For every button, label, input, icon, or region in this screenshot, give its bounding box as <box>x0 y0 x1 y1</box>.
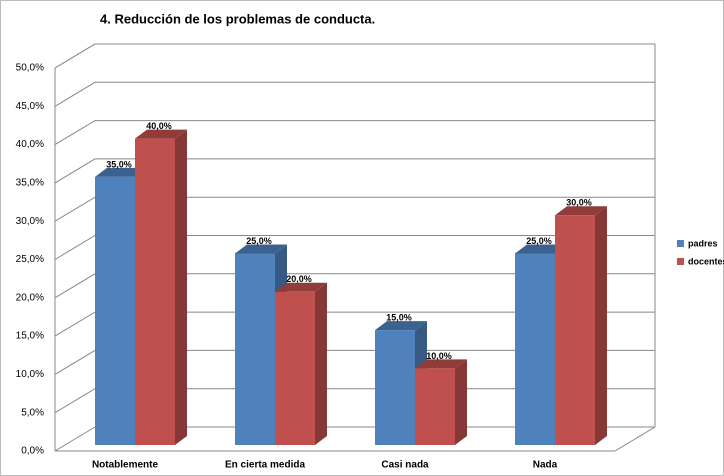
y-tick-label: 20,0% <box>16 292 44 303</box>
y-tick-label: 40,0% <box>16 139 44 150</box>
y-tick-label: 25,0% <box>16 254 44 265</box>
bar-top <box>95 167 147 177</box>
bar-top <box>415 359 467 369</box>
bar <box>375 330 415 445</box>
bar-top <box>275 282 327 292</box>
bar-top <box>235 244 287 254</box>
y-tick-label: 10,0% <box>16 369 44 380</box>
data-label: 25,0% <box>246 236 272 246</box>
y-tick-label: 0,0% <box>21 446 44 457</box>
bar-side <box>175 129 187 445</box>
data-label: 20,0% <box>286 274 312 284</box>
legend-label: docentes <box>688 256 724 266</box>
data-label: 30,0% <box>566 198 592 208</box>
grid-line <box>54 43 655 69</box>
bar-side <box>455 359 467 445</box>
bar-side <box>315 282 327 445</box>
y-tick-label: 45,0% <box>16 101 44 112</box>
bar-top <box>375 321 427 331</box>
data-label: 25,0% <box>526 236 552 246</box>
bar <box>415 368 455 445</box>
grid-line <box>54 158 655 184</box>
x-tick-label: En cierta medida <box>225 460 305 471</box>
grid-line <box>54 120 655 146</box>
bar-side <box>595 206 607 445</box>
bar-top <box>135 129 187 139</box>
y-tick-label: 50,0% <box>16 63 44 74</box>
y-tick-label: 15,0% <box>16 331 44 342</box>
chart-title: 4. Reducción de los problemas de conduct… <box>100 11 375 26</box>
data-label: 40,0% <box>146 121 172 131</box>
x-tick-label: Notablemente <box>92 460 159 471</box>
bar-top <box>555 206 607 216</box>
data-label: 10,0% <box>426 351 452 361</box>
legend-swatch <box>677 240 684 247</box>
data-label: 35,0% <box>106 159 132 169</box>
bar <box>135 138 175 445</box>
bar <box>235 253 275 445</box>
data-label: 15,0% <box>386 312 412 322</box>
bar <box>555 215 595 445</box>
floor <box>55 426 656 452</box>
grid-line <box>54 81 655 107</box>
bar <box>95 176 135 445</box>
bar <box>275 291 315 445</box>
bar <box>515 253 555 445</box>
y-tick-label: 35,0% <box>16 178 44 189</box>
legend-label: padres <box>688 238 718 248</box>
bar-top <box>515 244 567 254</box>
y-tick-label: 5,0% <box>21 407 44 418</box>
y-tick-label: 30,0% <box>16 216 44 227</box>
legend-swatch <box>677 258 684 265</box>
x-tick-label: Casi nada <box>381 460 429 471</box>
x-tick-label: Nada <box>533 460 558 471</box>
